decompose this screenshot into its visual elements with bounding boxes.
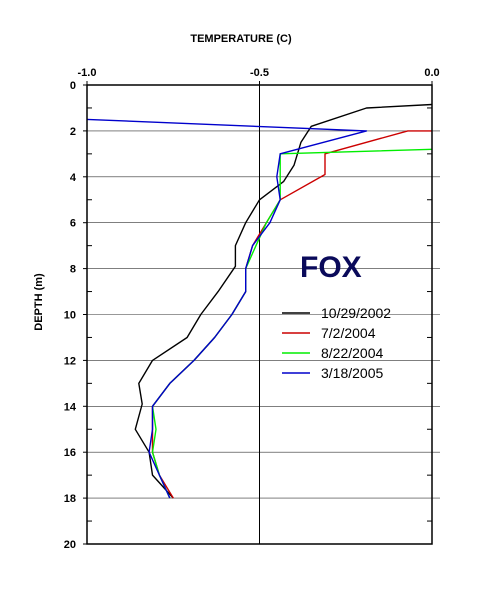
y-tick-labels: 0 2 4 6 8 10 12 14 16 18 20 (64, 80, 77, 551)
legend-label: 10/29/2002 (321, 305, 391, 321)
x-tick-label: -1.0 (78, 67, 97, 79)
minor-ticks (83, 81, 433, 545)
x-tick-labels: -1.0 -0.5 0.0 (78, 67, 440, 79)
legend: 10/29/2002 7/2/2004 8/22/2004 3/18/2005 (282, 305, 391, 381)
y-tick-label: 0 (70, 80, 76, 92)
legend-label: 7/2/2004 (321, 325, 376, 341)
x-tick-label: 0.0 (424, 67, 439, 79)
series-lines (87, 103, 432, 499)
y-tick-label: 18 (64, 493, 76, 505)
y-tick-label: 14 (64, 401, 77, 413)
y-tick-label: 4 (70, 172, 77, 184)
y-axis-title: DEPTH (m) (33, 273, 45, 331)
y-tick-label: 20 (64, 539, 76, 551)
legend-label: 3/18/2005 (321, 365, 383, 381)
y-tick-label: 12 (64, 355, 76, 367)
site-label: FOX (300, 251, 362, 284)
x-tick-label: -0.5 (250, 67, 269, 79)
y-tick-label: 8 (70, 264, 76, 276)
series-line-10-29-2002 (134, 103, 432, 499)
y-tick-label: 10 (64, 310, 76, 322)
x-axis-title: TEMPERATURE (C) (190, 33, 292, 45)
y-tick-label: 6 (70, 218, 76, 230)
y-tick-label: 16 (64, 447, 76, 459)
grid-lines (87, 130, 440, 499)
y-tick-label: 2 (70, 126, 76, 138)
legend-label: 8/22/2004 (321, 345, 383, 361)
series-line-3-18-2005 (87, 118, 368, 499)
